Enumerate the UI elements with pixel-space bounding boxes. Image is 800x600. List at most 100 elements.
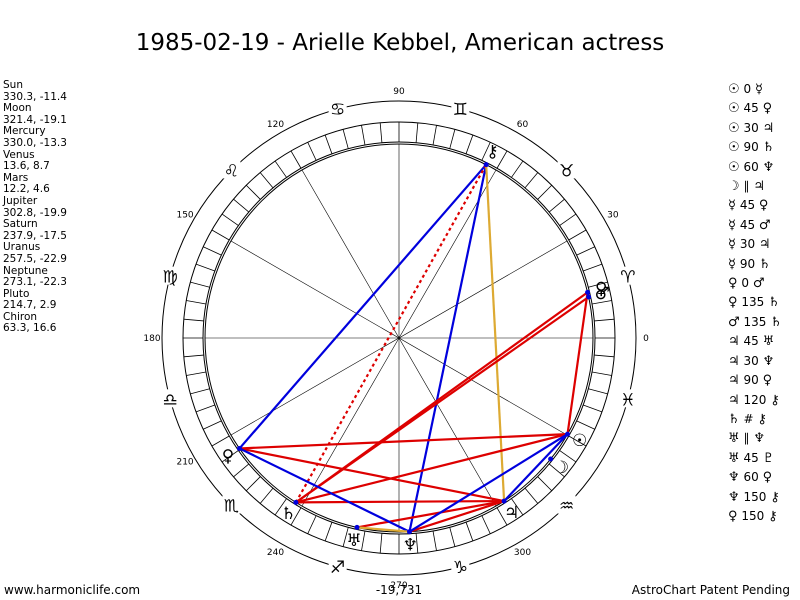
- aspect-value: 150: [741, 508, 765, 523]
- planet-coords: 12.2, 4.6: [3, 183, 50, 196]
- aspect-planet-2: ♆: [762, 353, 775, 369]
- aspect-planet-1: ☿: [728, 237, 736, 253]
- degree-tick: [449, 129, 456, 149]
- aspect-line: [239, 447, 505, 503]
- degree-label: 30: [607, 211, 619, 221]
- planet-glyph-icon: ☽: [554, 458, 569, 478]
- degree-tick: [594, 318, 615, 322]
- degree-tick: [379, 533, 383, 554]
- planet-coords: 257.5, -22.9: [3, 252, 67, 265]
- degree-tick: [274, 160, 287, 178]
- aspect-row: ♃ 90 ♀: [728, 371, 782, 390]
- degree-tick: [195, 263, 215, 272]
- aspect-line: [566, 292, 589, 435]
- aspect-value: 60: [743, 470, 759, 485]
- planet-coords: 302.8, -19.9: [3, 206, 67, 219]
- aspect-planet-1: ☉: [728, 101, 740, 117]
- aspect-value: 45: [743, 450, 759, 465]
- chart-title: 1985-02-19 - Arielle Kebbel, American ac…: [135, 30, 665, 56]
- planet-coords: 330.0, -13.3: [3, 136, 67, 149]
- aspect-planet-1: ☉: [728, 140, 740, 156]
- degree-tick: [524, 172, 539, 189]
- planet-name: Sun: [3, 79, 23, 91]
- planet-glyph-icon: ☉: [572, 431, 587, 451]
- planet-name: Mars: [3, 171, 29, 184]
- degree-tick: [568, 229, 587, 241]
- sign-glyph-bg: [328, 99, 347, 118]
- sign-glyph-bg: [557, 495, 576, 514]
- aspect-planet-1: ☽: [728, 179, 740, 195]
- sign-glyph-bg: [451, 556, 470, 575]
- aspect-list: ☉ 0 ☿ ☉ 45 ♀ ☉ 30 ♃ ☉ 90 ♄ ☉ 60 ♆ ☽ ∥ ♃ ☿ 45 ♀…: [728, 80, 782, 526]
- zodiac-sign-icon: ♑: [453, 558, 468, 578]
- degree-label: 180: [143, 334, 160, 344]
- planet-marker: [585, 289, 591, 295]
- degree-tick: [361, 530, 366, 551]
- planet-glyph-icon: ⚷: [486, 142, 498, 162]
- aspect-line: [295, 433, 568, 504]
- aspect-planet-1: ♅: [728, 450, 740, 466]
- aspect-line: [238, 163, 487, 450]
- aspect-line: [239, 447, 410, 533]
- degree-label: 150: [176, 211, 193, 221]
- aspect-planet-2: ⚷: [757, 411, 767, 427]
- sign-glyph-bg: [557, 160, 576, 179]
- degree-tick: [342, 527, 349, 547]
- aspect-planet-2: ♅: [762, 334, 775, 350]
- aspect-line: [408, 433, 569, 533]
- planet-coords: 273.1, -22.3: [3, 276, 67, 289]
- zodiac-sign-icon: ♌: [224, 161, 239, 181]
- aspect-planet-2: ⚷: [770, 392, 780, 408]
- aspect-planet-2: ♃: [758, 237, 771, 253]
- degree-tick: [245, 184, 261, 200]
- degree-tick: [233, 463, 250, 478]
- aspect-value: 90: [743, 373, 759, 388]
- aspect-row: ☉ 45 ♀: [728, 99, 782, 118]
- zodiac-sign-icon: ♏: [224, 497, 239, 517]
- degree-tick: [481, 515, 491, 534]
- aspect-row: ♃ 120 ⚷: [728, 391, 782, 410]
- aspect-value: 45: [739, 217, 756, 232]
- planet-name: Neptune: [3, 264, 48, 277]
- aspect-value: 30: [743, 120, 759, 135]
- degree-tick: [511, 160, 524, 178]
- aspect-planet-2: ♀: [762, 373, 773, 389]
- planet-glyph-icon: ♅: [346, 531, 361, 551]
- aspect-row: ☉ 0 ☿: [728, 80, 782, 99]
- degree-tick: [588, 388, 608, 395]
- degree-tick: [233, 198, 250, 213]
- degree-tick: [361, 125, 366, 146]
- planet-marker: [483, 162, 489, 168]
- aspect-planet-1: ♃: [728, 353, 740, 369]
- aspect-planet-2: ♇: [762, 450, 775, 466]
- zodiac-sign-icon: ♒: [559, 497, 574, 517]
- planet-marker: [586, 294, 592, 300]
- wheel-labels: 0 30 60 90 120 150 180 210 240 270 300 ♈ ♉ ♊ ♋ ♌ ♍ ♎ ♏ ♐ ♑ ♒ ♓…: [143, 87, 649, 597]
- aspect-row: ♀ 0 ♂: [728, 274, 782, 293]
- aspect-line: [356, 526, 410, 533]
- degree-tick: [259, 487, 274, 504]
- aspect-line: [503, 433, 569, 502]
- aspect-planet-1: ♃: [728, 392, 740, 408]
- aspect-row: ☿ 30 ♃: [728, 235, 782, 254]
- degree-tick: [449, 527, 456, 547]
- aspect-planet-1: ♆: [728, 489, 740, 505]
- degree-tick: [465, 522, 474, 542]
- aspect-line: [408, 164, 488, 532]
- planet-marker: [565, 431, 571, 437]
- aspect-planet-2: ♀: [762, 101, 773, 117]
- sign-glyph-bg: [451, 99, 470, 118]
- aspect-line: [295, 296, 590, 504]
- aspect-line: [295, 499, 505, 504]
- degree-tick: [203, 246, 222, 256]
- planet-coords: 13.6, 8.7: [3, 160, 50, 173]
- degree-tick: [245, 476, 261, 492]
- aspect-row: ♀ 135 ♄: [728, 293, 782, 312]
- degree-tick: [591, 300, 612, 305]
- zodiac-sign-icon: ♈: [620, 268, 635, 288]
- degree-tick: [559, 213, 577, 226]
- degree-label: 60: [517, 120, 529, 130]
- aspect-planet-2: ♄: [762, 140, 775, 156]
- degree-tick: [203, 420, 222, 430]
- degree-tick: [496, 150, 508, 169]
